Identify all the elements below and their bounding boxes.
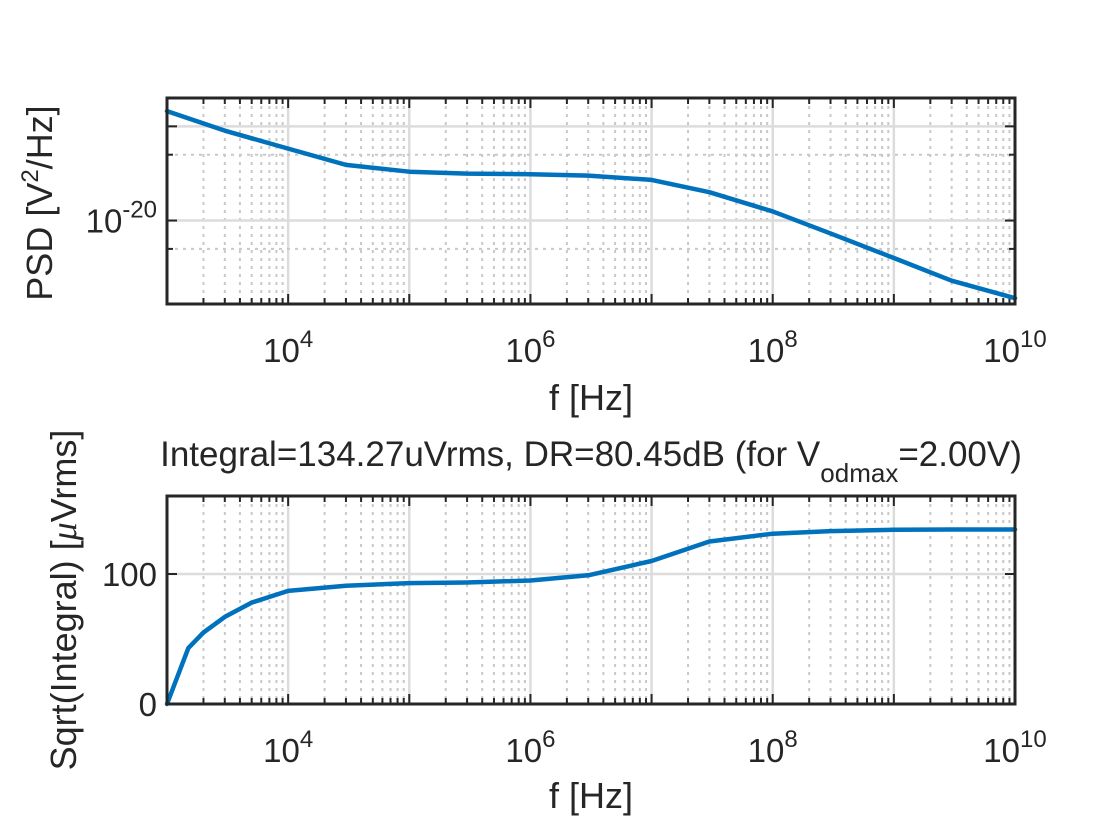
integral-y-tick-label: 0 [139, 686, 157, 723]
integral-x-tick-label: 108 [748, 726, 798, 769]
integral-x-tick-label-exponent: 4 [300, 726, 313, 753]
integral-x-tick-label: 1010 [983, 726, 1046, 769]
psd-grid [165, 98, 1015, 304]
psd-y-axis-label: PSD [V2/Hz] [17, 105, 60, 300]
psd-y-tick-label-exponent: -20 [122, 197, 157, 224]
psd-y-axis-label-part-a: PSD [V [19, 183, 60, 301]
psd-x-tick-label: 108 [748, 326, 798, 369]
integral-x-tick-label-exponent: 6 [542, 726, 555, 753]
integral-x-tick-label-exponent: 10 [1020, 726, 1047, 753]
psd-x-tick-label-exponent: 8 [784, 326, 797, 353]
integral-title-part-a: Integral=134.27uVrms, DR=80.45dB (for V [160, 435, 821, 474]
psd-x-axis-label: f [Hz] [549, 377, 633, 418]
integral-series-line [164, 527, 1018, 707]
integral-y-axis-label-part-b: Vrms] [43, 430, 84, 523]
integral-x-tick-label-base: 10 [263, 732, 300, 769]
integral-x-tick-label-base: 10 [505, 732, 542, 769]
psd-y-axis-label-superscript: 2 [17, 169, 44, 182]
integral-title-part-b: =2.00V) [898, 435, 1022, 474]
psd-plot: 104 106 108 1010 10-20 f [Hz] PSD [V2/Hz] [17, 96, 1047, 418]
psd-x-tick-label: 104 [263, 326, 313, 369]
integral-x-tick-label: 104 [263, 726, 313, 769]
integral-y-tick-label: 100 [102, 556, 157, 593]
psd-y-tick-labels: 10-20 [86, 197, 157, 240]
integral-axes-frame [165, 494, 1017, 706]
psd-x-tick-label-base: 10 [263, 332, 300, 369]
integral-x-axis-label: f [Hz] [549, 775, 633, 816]
psd-x-tick-label-exponent: 10 [1020, 326, 1047, 353]
integral-y-axis-label-mu: μ [44, 522, 84, 541]
psd-axes-frame [165, 96, 1017, 306]
integral-title-subscript: odmax [820, 458, 898, 488]
psd-x-tick-label: 1010 [983, 326, 1046, 369]
integral-plot-title: Integral=134.27uVrms, DR=80.45dB (for Vo… [160, 435, 1022, 488]
psd-x-tick-label-base: 10 [983, 332, 1020, 369]
psd-y-tick-label: 10-20 [86, 197, 157, 240]
psd-y-tick-label-base: 10 [86, 203, 123, 240]
psd-x-tick-label: 106 [505, 326, 555, 369]
integral-y-axis-label-part-a: Sqrt(Integral) [ [43, 540, 84, 770]
psd-x-tick-label-exponent: 4 [300, 326, 313, 353]
psd-y-axis-label-part-b: /Hz] [19, 105, 60, 169]
integral-y-tick-labels: 0 100 [102, 556, 157, 723]
integral-x-tick-labels: 104 106 108 1010 [263, 726, 1047, 769]
psd-series-line [164, 108, 1018, 301]
integral-y-axis-label: Sqrt(Integral) [μVrms] [43, 430, 84, 771]
integral-x-tick-label-base: 10 [983, 732, 1020, 769]
psd-x-tick-labels: 104 106 108 1010 [263, 326, 1047, 369]
integral-x-tick-label-exponent: 8 [784, 726, 797, 753]
psd-x-tick-label-exponent: 6 [542, 326, 555, 353]
psd-x-tick-label-base: 10 [505, 332, 542, 369]
integral-x-tick-label: 106 [505, 726, 555, 769]
integral-x-tick-label-base: 10 [748, 732, 785, 769]
psd-x-tick-label-base: 10 [748, 332, 785, 369]
integral-plot: Integral=134.27uVrms, DR=80.45dB (for Vo… [43, 430, 1047, 816]
